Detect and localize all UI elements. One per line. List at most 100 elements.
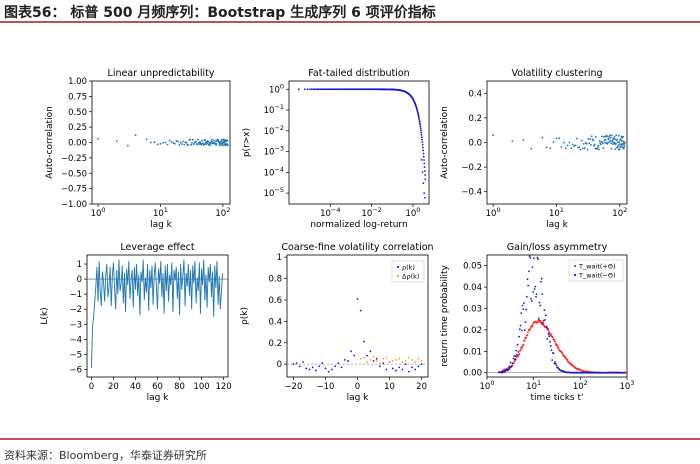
data-point [592, 139, 595, 142]
x-tick-label: −20 [284, 382, 302, 392]
data-point [534, 285, 537, 288]
data-point [594, 147, 597, 150]
data-point [620, 140, 623, 142]
data-point [611, 140, 614, 143]
data-point [321, 362, 324, 364]
data-point [209, 142, 212, 144]
data-point [308, 368, 311, 371]
data-point [561, 352, 564, 355]
data-point [417, 357, 420, 360]
y-axis-label: ρ(k) [240, 307, 250, 325]
data-point [570, 147, 572, 150]
data-point [162, 141, 164, 144]
data-point [571, 143, 574, 146]
data-point [398, 366, 401, 369]
data-point [525, 308, 528, 311]
x-tick-label: 101 [549, 206, 564, 219]
data-point [292, 363, 295, 366]
data-point [418, 122, 421, 125]
data-point [621, 146, 624, 149]
data-point [170, 141, 173, 143]
y-tick-label: 0.03 [463, 305, 482, 315]
data-point [206, 142, 209, 145]
data-point [592, 145, 595, 147]
data-point [539, 320, 542, 322]
data-point [183, 143, 186, 146]
data-point [423, 170, 426, 172]
data-point [185, 141, 188, 144]
y-tick-label: −1.00 [61, 200, 87, 210]
data-point [517, 350, 520, 353]
data-point [532, 257, 535, 260]
data-point [334, 365, 336, 368]
data-point [385, 356, 388, 359]
data-point [311, 366, 314, 369]
data-point [622, 142, 624, 145]
data-point [424, 178, 427, 181]
data-point [553, 339, 556, 341]
data-point [223, 141, 226, 144]
data-point [411, 358, 413, 361]
x-tick-label: 10−2 [361, 206, 381, 219]
y-tick-label: 0.00 [68, 139, 87, 149]
data-point [203, 143, 206, 146]
data-point [306, 88, 309, 91]
data-point [540, 277, 543, 280]
y-tick-label: −3 [69, 320, 82, 330]
data-point [521, 304, 524, 307]
data-point [602, 147, 605, 150]
y-tick-label: 10−4 [264, 165, 284, 178]
x-tick-label: 60 [152, 382, 163, 392]
y-tick-label: 0.75 [68, 92, 87, 102]
data-point [395, 369, 397, 372]
data-point [420, 129, 422, 132]
data-point [515, 349, 518, 352]
y-tick-label: −0.25 [61, 154, 87, 164]
data-point [398, 357, 401, 360]
data-point [531, 325, 533, 328]
data-point [555, 364, 558, 367]
data-point [552, 141, 555, 143]
x-tick-label: 100 [193, 382, 209, 392]
data-point [346, 360, 349, 362]
data-point [578, 146, 581, 149]
data-point [200, 139, 203, 142]
data-point [513, 360, 516, 363]
data-point [513, 358, 516, 361]
data-point [414, 361, 417, 363]
data-point [423, 192, 426, 195]
data-point [528, 270, 530, 273]
data-point [537, 258, 539, 260]
bottom-divider [0, 438, 700, 440]
data-point [549, 340, 551, 343]
x-axis-label: lag k [147, 393, 170, 403]
data-point [542, 319, 545, 322]
data-point [614, 143, 617, 146]
data-point [369, 350, 372, 353]
legend-marker [573, 264, 577, 268]
x-tick-label: 101 [526, 379, 541, 392]
figure-header: 图表56： 标普 500 月频序列：Bootstrap 生成序列 6 项评价指标 [0, 0, 700, 22]
data-point [391, 367, 394, 370]
data-point [222, 144, 225, 146]
y-tick-label: 0.4 [268, 317, 282, 327]
data-point [382, 357, 385, 360]
data-point [511, 140, 514, 143]
y-tick-label: −1 [69, 290, 82, 300]
data-point [421, 143, 424, 146]
data-point [404, 360, 407, 362]
data-point [513, 355, 516, 357]
x-axis-label: lag k [347, 393, 370, 403]
data-point [115, 140, 118, 143]
data-point [600, 135, 603, 138]
data-point [418, 119, 421, 121]
data-point [579, 148, 582, 151]
data-point [558, 137, 560, 140]
y-tick-label: 0.50 [68, 108, 87, 118]
legend-entry: ρ(k) [402, 264, 415, 272]
data-point [547, 327, 549, 330]
data-point [404, 363, 407, 366]
panel-title: Volatility clustering [511, 68, 602, 79]
data-point [525, 295, 528, 298]
data-point [324, 367, 327, 370]
